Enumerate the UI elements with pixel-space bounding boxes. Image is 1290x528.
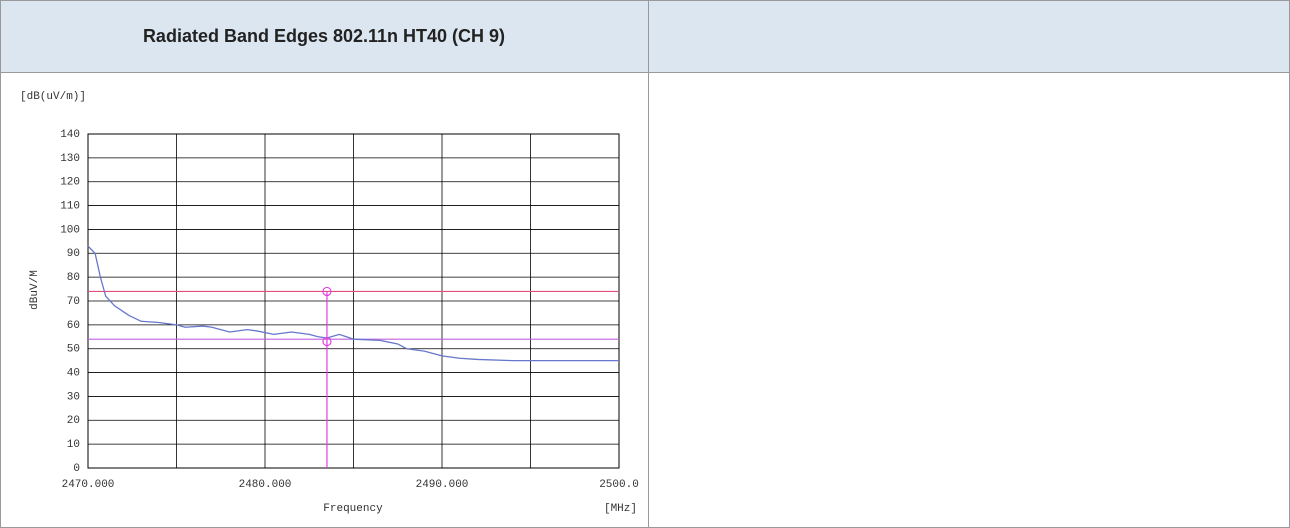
y-tick-label: 140 bbox=[60, 129, 80, 141]
x-axis-label: Frequency bbox=[323, 503, 383, 515]
x-tick-label: 2500.0 bbox=[599, 479, 639, 491]
y-tick-label: 30 bbox=[67, 391, 80, 403]
marker-point bbox=[322, 336, 332, 347]
y-tick-label: 110 bbox=[60, 200, 80, 212]
y-tick-label: 120 bbox=[60, 177, 80, 189]
header-row bbox=[0, 0, 1290, 73]
header-title: Radiated Band Edges 802.11n HT40 (CH 9) bbox=[143, 26, 505, 46]
marker-point bbox=[322, 286, 332, 297]
y-tick-label: 70 bbox=[67, 296, 80, 308]
y-tick-label: 100 bbox=[60, 224, 80, 236]
y-tick-label: 90 bbox=[67, 248, 80, 260]
x-tick-label: 2470.000 bbox=[62, 479, 115, 491]
y-tick-label: 20 bbox=[67, 415, 80, 427]
x-unit: [MHz] bbox=[604, 503, 637, 515]
unit-label: [dB(uV/m)] bbox=[20, 91, 86, 103]
y-tick-label: 80 bbox=[67, 272, 80, 284]
y-tick-label: 10 bbox=[67, 439, 80, 451]
y-axis-label: dBuV/M bbox=[29, 270, 41, 310]
y-tick-label: 130 bbox=[60, 153, 80, 165]
y-tick-label: 0 bbox=[73, 463, 80, 475]
data-line bbox=[87, 245, 619, 362]
y-tick-label: 50 bbox=[67, 344, 80, 356]
y-tick-label: 40 bbox=[67, 367, 80, 379]
x-tick-label: 2490.000 bbox=[416, 479, 469, 491]
y-tick-label: 60 bbox=[67, 320, 80, 332]
x-tick-label: 2480.000 bbox=[239, 479, 292, 491]
